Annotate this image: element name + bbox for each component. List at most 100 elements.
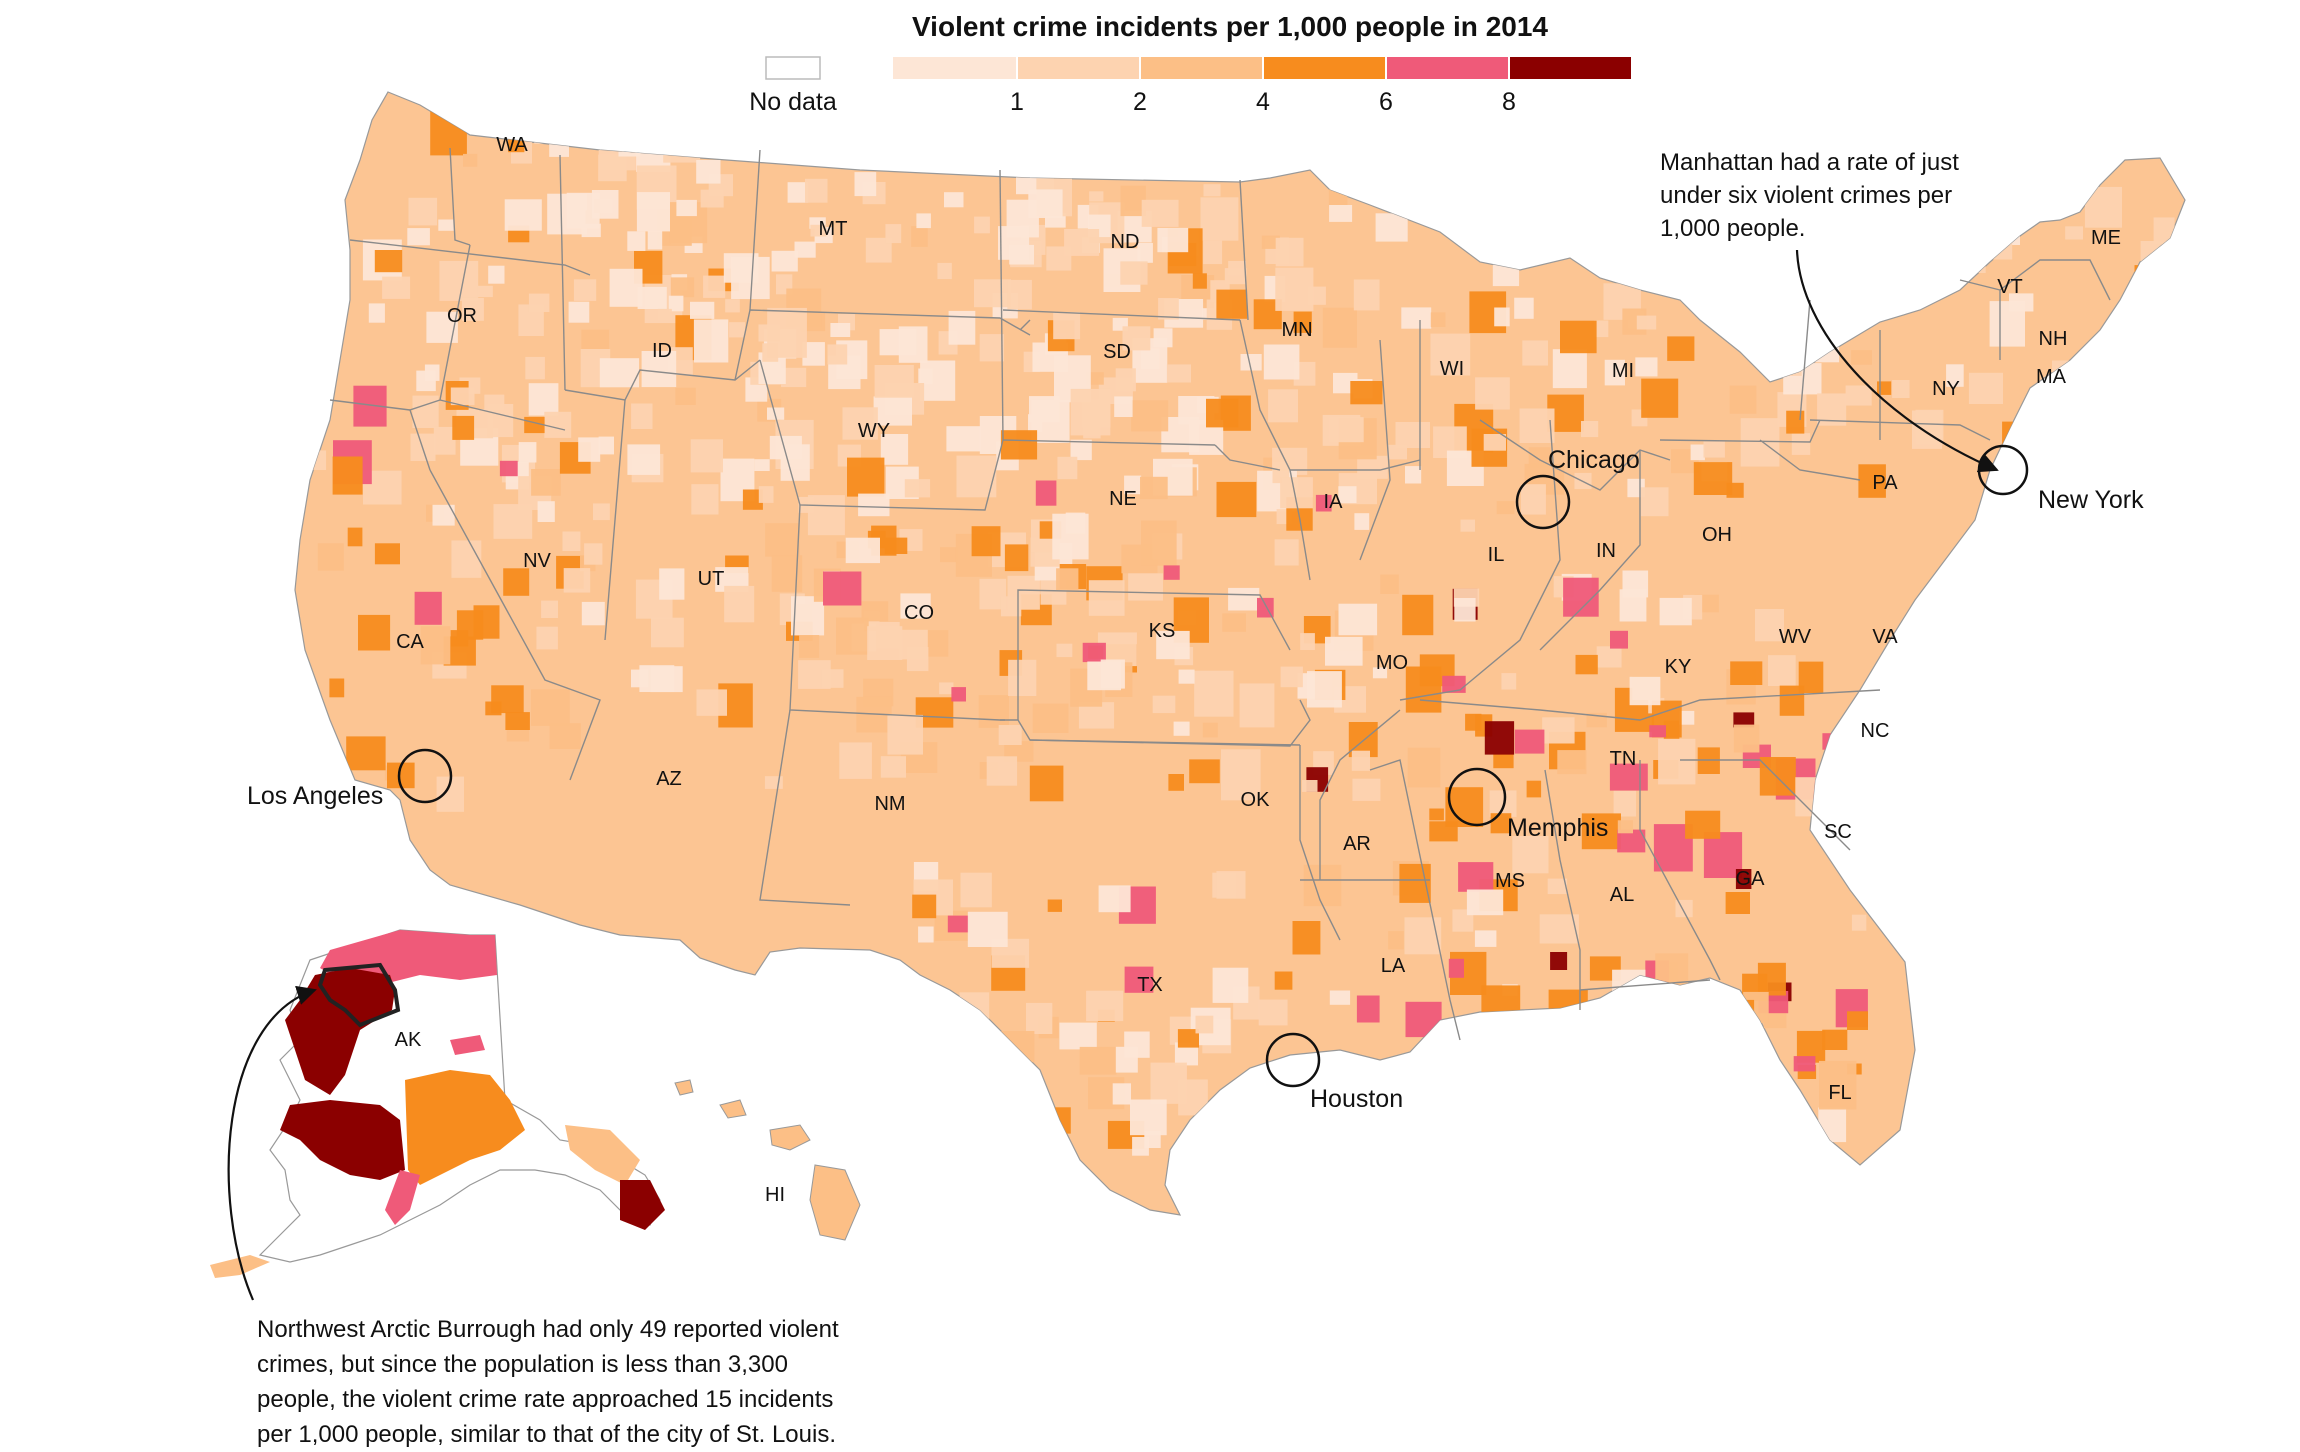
county-patch xyxy=(1764,1068,1784,1086)
county-patch xyxy=(787,182,809,203)
state-label-nc: NC xyxy=(1861,720,1890,742)
county-patch xyxy=(1228,587,1260,611)
county-patch xyxy=(2155,382,2178,407)
county-patch xyxy=(1329,205,1353,222)
county-patch xyxy=(1350,381,1383,405)
county-patch xyxy=(1685,810,1721,839)
county-patch xyxy=(598,436,614,455)
county-patch xyxy=(1740,418,1780,467)
county-patch xyxy=(1679,710,1695,725)
county-patch xyxy=(1194,670,1234,717)
county-patch xyxy=(1086,990,1124,1022)
county-patch xyxy=(528,293,550,312)
legend-no-data-swatch xyxy=(765,56,821,80)
county-patch xyxy=(650,666,683,693)
county-patch xyxy=(873,396,912,426)
county-patch xyxy=(1552,349,1587,389)
county-patch xyxy=(1212,967,1249,1003)
county-patch xyxy=(1189,759,1220,784)
state-label-mn: MN xyxy=(1281,319,1312,341)
county-patch xyxy=(1239,683,1275,728)
county-patch xyxy=(1729,385,1757,414)
county-patch xyxy=(609,268,643,307)
county-patch xyxy=(1635,357,1658,377)
state-label-ga: GA xyxy=(1736,868,1766,890)
county-patch xyxy=(1174,1042,1198,1066)
county-patch xyxy=(332,456,363,495)
county-patch xyxy=(1770,339,1802,376)
state-label-wy: WY xyxy=(858,420,890,442)
state-label-ca: CA xyxy=(396,631,424,653)
county-patch xyxy=(885,224,902,244)
county-patch xyxy=(1047,899,1062,912)
county-patch xyxy=(432,504,455,526)
county-patch xyxy=(1124,1031,1150,1058)
county-patch xyxy=(407,228,430,246)
map-title: Violent crime incidents per 1,000 people… xyxy=(912,11,1548,42)
county-patch xyxy=(631,669,649,688)
county-patch xyxy=(1851,350,1872,365)
manhattan-note-line-1: Manhattan had a rate of just xyxy=(1660,149,1959,176)
county-patch xyxy=(1261,235,1280,249)
county-patch xyxy=(946,426,981,452)
county-patch xyxy=(995,1031,1035,1063)
county-patch xyxy=(847,457,885,497)
county-patch xyxy=(1130,1099,1167,1136)
county-patch xyxy=(1617,820,1633,834)
county-patch xyxy=(693,319,729,363)
county-patch xyxy=(912,894,937,919)
city-label-houston: Houston xyxy=(1310,1085,1403,1113)
county-patch xyxy=(1829,237,1863,274)
county-patch xyxy=(879,329,917,356)
county-patch xyxy=(1387,444,1407,460)
county-patch xyxy=(488,265,505,284)
county-patch xyxy=(1988,205,2017,229)
county-patch xyxy=(1494,307,1510,327)
county-patch xyxy=(573,279,597,301)
county-patch xyxy=(631,403,653,429)
county-patch xyxy=(880,434,909,465)
county-patch xyxy=(2094,379,2119,404)
legend-tick-label: 4 xyxy=(1256,88,1270,116)
county-patch xyxy=(1481,985,1521,1014)
county-patch xyxy=(534,113,561,144)
county-patch xyxy=(591,190,619,219)
state-label-va: VA xyxy=(1872,626,1898,648)
county-patch xyxy=(1474,930,1497,947)
county-patch xyxy=(584,543,603,565)
county-patch xyxy=(1216,871,1246,899)
county-patch xyxy=(670,277,695,298)
county-patch xyxy=(920,360,956,401)
county-patch xyxy=(1496,501,1515,515)
county-patch xyxy=(758,486,774,503)
county-patch xyxy=(696,160,721,184)
county-patch xyxy=(898,629,928,660)
county-patch xyxy=(1000,596,1022,617)
county-patch xyxy=(408,197,438,226)
county-patch xyxy=(1429,808,1444,821)
county-patch xyxy=(1550,952,1568,970)
state-label-la: LA xyxy=(1381,955,1406,977)
county-patch xyxy=(1636,315,1657,330)
legend-ticks: 1 2 4 6 8 xyxy=(1010,88,1516,116)
chicago-circle xyxy=(1515,474,1571,530)
hawaii-island-kauai xyxy=(674,1079,694,1096)
county-patch xyxy=(1307,671,1342,708)
county-patch xyxy=(463,153,478,167)
county-patch xyxy=(1968,372,2003,404)
county-patch xyxy=(651,617,684,648)
county-patch xyxy=(1442,675,1466,693)
county-patch xyxy=(767,407,785,420)
county-patch xyxy=(1064,229,1100,256)
county-patch xyxy=(1166,364,1191,383)
county-patch xyxy=(1268,389,1298,423)
county-patch xyxy=(450,387,475,406)
county-patch xyxy=(1743,991,1769,1023)
county-patch xyxy=(317,543,344,571)
county-patch xyxy=(1300,633,1315,650)
county-patch xyxy=(725,299,740,313)
county-patch xyxy=(1818,1107,1847,1143)
state-label-sc: SC xyxy=(1824,821,1852,843)
county-patch xyxy=(1430,312,1446,327)
county-patch xyxy=(1301,780,1318,792)
